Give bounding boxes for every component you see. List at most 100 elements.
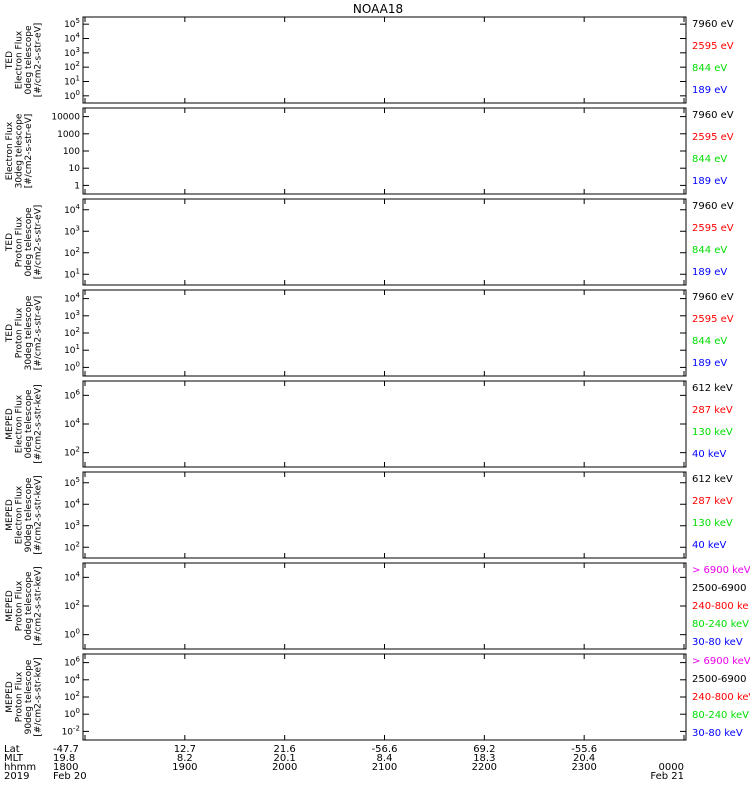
y-tick-label: 102 bbox=[64, 599, 80, 612]
y-tick-label: 100 bbox=[64, 89, 80, 102]
y-tick-label: 102 bbox=[64, 690, 80, 703]
panel-7: 100 102 104 MEPED Proton Flux 0deg telescope[… bbox=[5, 562, 750, 650]
y-tick-label: 1 bbox=[74, 181, 80, 191]
legend-entry: 2595 eV bbox=[692, 314, 734, 325]
footer-lat-value: -47.7 bbox=[53, 744, 79, 755]
legend-entry: 189 eV bbox=[692, 358, 727, 369]
y-tick-label: 10 bbox=[69, 164, 81, 174]
panel-5: 102 104 106 MEPED Electron Flux 0deg telescop… bbox=[5, 380, 733, 468]
y-tick-label: 106 bbox=[64, 656, 80, 669]
legend-entry: > 6900 keV bbox=[692, 565, 750, 576]
y-axis-label: Electron Flux bbox=[15, 485, 25, 544]
legend-entry: 189 eV bbox=[692, 267, 727, 278]
footer-date-value: Feb 20 bbox=[53, 771, 87, 782]
footer-mlt-value: 20.4 bbox=[573, 753, 595, 764]
y-tick-label: 102 bbox=[64, 326, 80, 339]
footer-mlt-value: 18.3 bbox=[473, 753, 495, 764]
legend-entry: 7960 eV bbox=[692, 201, 734, 212]
y-axis-label: Electron Flux bbox=[15, 30, 25, 89]
footer-row-label: MLT bbox=[4, 753, 24, 764]
y-tick-label: 100 bbox=[64, 628, 80, 641]
footer-hhmm-value: 2000 bbox=[272, 762, 297, 773]
y-tick-label: 101 bbox=[64, 75, 80, 88]
legend-entry: 844 eV bbox=[692, 63, 727, 74]
y-axis-label: 90deg telescope bbox=[24, 477, 34, 552]
legend-entry: 30-80 keV bbox=[692, 728, 743, 739]
y-axis-label: 30deg telescope bbox=[24, 295, 34, 370]
legend-entry: 7960 eV bbox=[692, 110, 734, 121]
y-tick-label: 104 bbox=[64, 497, 80, 510]
legend-entry: 40 keV bbox=[692, 540, 726, 551]
y-tick-label: 101 bbox=[64, 343, 80, 356]
y-tick-label: 104 bbox=[64, 32, 80, 45]
footer-lat-value: 69.2 bbox=[473, 744, 495, 755]
y-tick-label: 104 bbox=[64, 673, 80, 686]
legend-entry: 287 keV bbox=[692, 496, 733, 507]
footer-mlt-value: 20.1 bbox=[274, 753, 296, 764]
legend-entry: 240-800 ke bbox=[692, 601, 749, 612]
y-axis-label: Electron Flux bbox=[5, 121, 15, 180]
footer-hhmm-value: 2100 bbox=[372, 762, 397, 773]
y-tick-label: 100 bbox=[63, 147, 80, 157]
y-axis-label: TED bbox=[5, 233, 15, 252]
y-tick-label: 105 bbox=[64, 17, 80, 30]
y-tick-label: 10000 bbox=[51, 113, 80, 123]
y-axis-label: [#/cm2-s-str-keV] bbox=[34, 566, 44, 645]
y-axis-label: [#/cm2-s-str-keV] bbox=[34, 475, 44, 554]
panel-frame bbox=[82, 653, 687, 741]
y-axis-label: MEPED bbox=[5, 590, 15, 622]
footer-row-label: hhmm bbox=[4, 762, 36, 773]
y-axis-label: Electron Flux bbox=[15, 394, 25, 453]
legend-entry: 7960 eV bbox=[692, 19, 734, 30]
legend-entry: 612 keV bbox=[692, 474, 733, 485]
legend-entry: 30-80 keV bbox=[692, 637, 743, 648]
footer-hhmm-value: 2300 bbox=[571, 762, 596, 773]
footer-row-label: 2019 bbox=[4, 771, 29, 782]
y-axis-label: 30deg telescope bbox=[15, 113, 25, 188]
legend-entry: 2595 eV bbox=[692, 41, 734, 52]
panel-2: 1 10 100 1000 10000 Electron Flux 30deg telesc… bbox=[5, 107, 734, 195]
legend-entry: > 6900 keV bbox=[692, 656, 750, 667]
footer-mlt-value: 19.8 bbox=[53, 753, 75, 764]
y-axis-label: TED bbox=[5, 51, 15, 70]
y-tick-label: 10-2 bbox=[62, 724, 80, 737]
legend-entry: 130 keV bbox=[692, 427, 733, 438]
panel-frame bbox=[82, 107, 687, 195]
footer-lat-value: 12.7 bbox=[174, 744, 196, 755]
footer-lat-value: 21.6 bbox=[274, 744, 296, 755]
y-tick-label: 102 bbox=[64, 446, 80, 459]
legend-entry: 80-240 keV bbox=[692, 619, 749, 630]
y-tick-label: 105 bbox=[64, 476, 80, 489]
y-tick-label: 102 bbox=[64, 246, 80, 259]
panel-frame bbox=[82, 471, 687, 559]
footer-lat-value: -56.6 bbox=[372, 744, 398, 755]
panel-frame bbox=[82, 380, 687, 468]
panel-frame bbox=[82, 289, 687, 377]
y-axis-label: 0deg telescope bbox=[24, 571, 34, 641]
y-axis-label: MEPED bbox=[5, 681, 15, 713]
legend-entry: 844 eV bbox=[692, 245, 727, 256]
y-tick-label: 1000 bbox=[57, 130, 80, 140]
y-axis-label: [#/cm2-s-str-eV] bbox=[34, 205, 44, 280]
legend-entry: 189 eV bbox=[692, 85, 727, 96]
y-axis-label: Proton Flux bbox=[15, 580, 25, 631]
footer-hhmm-value: 1800 bbox=[53, 762, 78, 773]
chart-title: NOAA18 bbox=[353, 2, 403, 16]
y-tick-label: 103 bbox=[64, 519, 80, 532]
legend-entry: 130 keV bbox=[692, 518, 733, 529]
footer-lat-value: -55.6 bbox=[571, 744, 597, 755]
footer-mlt-value: 8.4 bbox=[377, 753, 393, 764]
y-tick-label: 102 bbox=[64, 540, 80, 553]
panel-6: 102 103 104 105 MEPED Electron Flux 90deg tele… bbox=[5, 471, 733, 559]
y-axis-label: [#/cm2-s-str-eV] bbox=[24, 114, 34, 189]
footer-hhmm-value: 2200 bbox=[472, 762, 497, 773]
y-tick-label: 103 bbox=[64, 224, 80, 237]
footer-hhmm-value: 0000 bbox=[659, 762, 684, 773]
panel-4: 100 101 102 103 104 TED Proton Flux 30deg teles… bbox=[5, 289, 734, 377]
footer-hhmm-value: 1900 bbox=[172, 762, 197, 773]
panel-8: 10-2 100 102 104 106 MEPED Proton Flux 90deg te… bbox=[5, 653, 750, 741]
legend-entry: 844 eV bbox=[692, 336, 727, 347]
panel-frame bbox=[82, 16, 687, 104]
